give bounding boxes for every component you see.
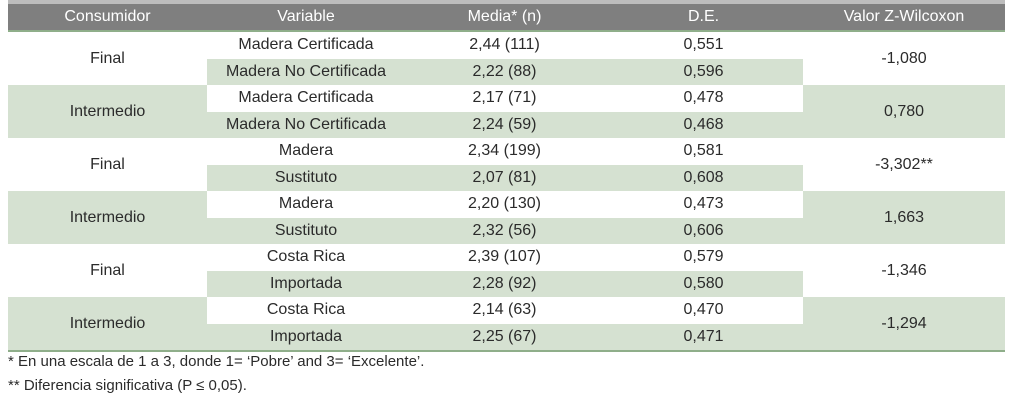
- header-rule: [8, 30, 1005, 32]
- table-row: Importada 2,25 (67) 0,471: [207, 323, 803, 350]
- table-group: Intermedio Madera Certificada 2,17 (71) 0,4…: [8, 85, 1005, 138]
- media-cell: 2,25 (67): [405, 323, 604, 350]
- variable-cell: Madera No Certificada: [207, 111, 405, 138]
- de-cell: 0,580: [604, 270, 803, 297]
- media-cell: 2,07 (81): [405, 164, 604, 191]
- de-cell: 0,581: [604, 138, 803, 165]
- media-cell: 2,44 (111): [405, 32, 604, 59]
- table-row: Importada 2,28 (92) 0,580: [207, 270, 803, 297]
- group-rows: Madera Certificada 2,17 (71) 0,478 Madera N…: [207, 85, 803, 138]
- table-notes: * En una escala de 1 a 3, donde 1= ‘Pobr…: [8, 350, 424, 398]
- media-cell: 2,34 (199): [405, 138, 604, 165]
- table-row: Madera No Certificada 2,22 (88) 0,596: [207, 58, 803, 85]
- variable-cell: Madera No Certificada: [207, 58, 405, 85]
- table-row: Madera No Certificada 2,24 (59) 0,468: [207, 111, 803, 138]
- header-z-wilcoxon: Valor Z-Wilcoxon: [843, 8, 965, 25]
- table-row: Madera Certificada 2,44 (111) 0,551: [207, 32, 803, 59]
- variable-cell: Sustituto: [207, 164, 405, 191]
- media-cell: 2,32 (56): [405, 217, 604, 244]
- table-group: Final Costa Rica 2,39 (107) 0,579 Importada 2…: [8, 244, 1005, 297]
- de-cell: 0,579: [604, 244, 803, 271]
- de-cell: 0,606: [604, 217, 803, 244]
- de-cell: 0,596: [604, 58, 803, 85]
- de-cell: 0,468: [604, 111, 803, 138]
- results-table: Consumidor Variable Media* (n) D.E. Valo…: [8, 0, 1005, 352]
- media-cell: 2,28 (92): [405, 270, 604, 297]
- table-row: Sustituto 2,32 (56) 0,606: [207, 217, 803, 244]
- variable-cell: Madera: [207, 191, 405, 218]
- variable-cell: Madera: [207, 138, 405, 165]
- table-row: Madera 2,34 (199) 0,581: [207, 138, 803, 165]
- note-significance: ** Diferencia significativa (P ≤ 0,05).: [8, 377, 247, 394]
- media-cell: 2,17 (71): [405, 85, 604, 112]
- media-cell: 2,24 (59): [405, 111, 604, 138]
- de-cell: 0,471: [604, 323, 803, 350]
- group-rows: Madera 2,34 (199) 0,581 Sustituto 2,07 (81) 0…: [207, 138, 803, 191]
- z-wilcoxon-cell: -1,080: [803, 32, 1005, 85]
- table-header: Consumidor Variable Media* (n) D.E. Valo…: [8, 4, 1005, 30]
- media-cell: 2,22 (88): [405, 58, 604, 85]
- table-body: Final Madera Certificada 2,44 (111) 0,551 Ma…: [8, 32, 1005, 350]
- header-consumidor: Consumidor: [64, 8, 151, 25]
- group-rows: Costa Rica 2,14 (63) 0,470 Importada 2,25 (6…: [207, 297, 803, 350]
- consumidor-cell: Intermedio: [8, 85, 207, 138]
- table-group: Intermedio Costa Rica 2,14 (63) 0,470 Import…: [8, 297, 1005, 350]
- variable-cell: Madera Certificada: [207, 85, 405, 112]
- group-rows: Costa Rica 2,39 (107) 0,579 Importada 2,28 (…: [207, 244, 803, 297]
- consumidor-cell: Final: [8, 244, 207, 297]
- table-row: Madera 2,20 (130) 0,473: [207, 191, 803, 218]
- z-wilcoxon-cell: -3,302**: [803, 138, 1005, 191]
- consumidor-cell: Final: [8, 138, 207, 191]
- variable-cell: Costa Rica: [207, 297, 405, 324]
- table-group: Final Madera 2,34 (199) 0,581 Sustituto 2,07 …: [8, 138, 1005, 191]
- table-row: Sustituto 2,07 (81) 0,608: [207, 164, 803, 191]
- header-media: Media* (n): [467, 8, 542, 25]
- variable-cell: Importada: [207, 323, 405, 350]
- de-cell: 0,470: [604, 297, 803, 324]
- variable-cell: Madera Certificada: [207, 32, 405, 59]
- z-wilcoxon-cell: 1,663: [803, 191, 1005, 244]
- group-rows: Madera Certificada 2,44 (111) 0,551 Madera …: [207, 32, 803, 85]
- z-wilcoxon-cell: 0,780: [803, 85, 1005, 138]
- de-cell: 0,608: [604, 164, 803, 191]
- table-row: Costa Rica 2,39 (107) 0,579: [207, 244, 803, 271]
- table-group: Intermedio Madera 2,20 (130) 0,473 Sustituto…: [8, 191, 1005, 244]
- de-cell: 0,551: [604, 32, 803, 59]
- consumidor-cell: Intermedio: [8, 191, 207, 244]
- group-rows: Madera 2,20 (130) 0,473 Sustituto 2,32 (56) 0…: [207, 191, 803, 244]
- top-rule: [8, 0, 1005, 4]
- table-row: Costa Rica 2,14 (63) 0,470: [207, 297, 803, 324]
- z-wilcoxon-cell: -1,346: [803, 244, 1005, 297]
- z-wilcoxon-cell: -1,294: [803, 297, 1005, 350]
- variable-cell: Costa Rica: [207, 244, 405, 271]
- variable-cell: Importada: [207, 270, 405, 297]
- bottom-rule: [8, 350, 1005, 352]
- media-cell: 2,14 (63): [405, 297, 604, 324]
- media-cell: 2,39 (107): [405, 244, 604, 271]
- consumidor-cell: Final: [8, 32, 207, 85]
- note-scale: * En una escala de 1 a 3, donde 1= ‘Pobr…: [8, 353, 425, 370]
- variable-cell: Sustituto: [207, 217, 405, 244]
- de-cell: 0,478: [604, 85, 803, 112]
- table-group: Final Madera Certificada 2,44 (111) 0,551 Ma…: [8, 32, 1005, 85]
- header-variable: Variable: [277, 8, 335, 25]
- media-cell: 2,20 (130): [405, 191, 604, 218]
- table-row: Madera Certificada 2,17 (71) 0,478: [207, 85, 803, 112]
- header-de: D.E.: [687, 8, 720, 25]
- de-cell: 0,473: [604, 191, 803, 218]
- consumidor-cell: Intermedio: [8, 297, 207, 350]
